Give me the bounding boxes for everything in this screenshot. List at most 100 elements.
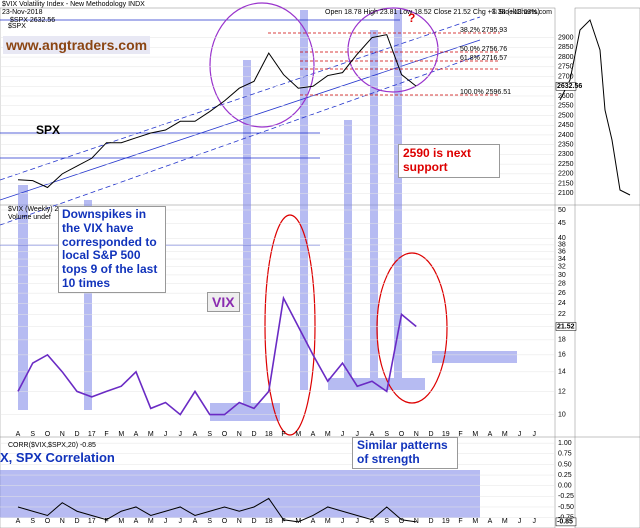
circles: [209, 2, 448, 436]
annotation: Downspikes in the VIX have corresponded …: [58, 206, 166, 293]
series-line: [17, 34, 417, 189]
y-tick-label: 2750: [558, 64, 574, 71]
y-tick-label: 1.00: [558, 440, 572, 447]
x-tick-label: A: [370, 518, 375, 525]
title: $VIX Volatility Index - New Methodology …: [2, 1, 145, 8]
x-tick-label: A: [16, 431, 21, 438]
y-tick-label: 2600: [558, 93, 574, 100]
y-tick-label: -0.50: [558, 504, 574, 511]
x-tick-label: J: [341, 431, 345, 438]
x-tick-label: O: [45, 518, 51, 525]
side-decoration: [559, 19, 631, 196]
x-tick-label: D: [74, 431, 79, 438]
y-tick-label: 2550: [558, 103, 574, 110]
x-tick-label: J: [533, 518, 537, 525]
y-tick-label: 38: [558, 242, 566, 249]
annotation: X, SPX Correlation: [0, 450, 115, 465]
fib-label: 38.2% 2795.93: [460, 27, 507, 34]
x-tick-label: M: [472, 431, 478, 438]
last-value-box: [555, 517, 577, 527]
y-tick-label: 18: [558, 337, 566, 344]
y-tick-label: 22: [558, 311, 566, 318]
y-tick-label: 2700: [558, 73, 574, 80]
x-tick-label: O: [399, 431, 405, 438]
annotation: 2590 is next support: [398, 144, 500, 178]
x-tick-label: F: [458, 518, 462, 525]
ohlc: Open 18.78 High 23.81 Low 18.52 Close 21…: [325, 9, 540, 16]
y-tick-label: 0.00: [558, 483, 572, 490]
x-tick-label: D: [428, 518, 433, 525]
x-tick-label: A: [134, 518, 139, 525]
series-name: $VIX (Weekly) 21.52: [8, 206, 72, 213]
x-tick-label: S: [30, 431, 35, 438]
annotation: SPX: [36, 123, 61, 137]
x-tick-label: N: [414, 518, 419, 525]
series-line: [17, 497, 417, 523]
x-tick-label: 18: [265, 518, 273, 525]
x-tick-label: O: [222, 518, 228, 525]
x-tick-label: J: [518, 518, 522, 525]
x-tick-label: N: [414, 431, 419, 438]
x-tick-label: S: [207, 518, 212, 525]
y-tick-label: 2850: [558, 44, 574, 51]
copyright: © StockCharts.com: [492, 8, 553, 16]
x-tick-label: D: [251, 431, 256, 438]
y-tick-label: 2250: [558, 161, 574, 168]
x-tick-label: J: [341, 518, 345, 525]
x-tick-label: N: [60, 431, 65, 438]
x-tick-label: N: [237, 431, 242, 438]
y-tick-label: 10: [558, 411, 566, 418]
annotation: VIX: [207, 292, 240, 313]
y-tick-label: 0.75: [558, 451, 572, 458]
y-tick-label: 24: [558, 300, 566, 307]
fib-label: 100.0% 2596.51: [460, 89, 511, 96]
side-panel: [574, 7, 640, 528]
last-value: -0.85: [557, 519, 573, 526]
y-tick-label: 36: [558, 249, 566, 256]
volume-label: Volume undef: [8, 214, 51, 221]
x-tick-label: J: [164, 431, 168, 438]
x-tick-label: A: [193, 431, 198, 438]
x-tick-label: S: [30, 518, 35, 525]
x-tick-label: A: [488, 518, 493, 525]
date: 23-Nov-2018: [2, 9, 43, 16]
x-tick-label: J: [179, 518, 183, 525]
y-tick-label: -0.25: [558, 493, 574, 500]
x-tick-label: 17: [88, 518, 96, 525]
y-tick-label: 2800: [558, 54, 574, 61]
y-tick-label: 2400: [558, 132, 574, 139]
y-tick-label: 2500: [558, 112, 574, 119]
x-tick-label: M: [472, 518, 478, 525]
y-tick-label: 2450: [558, 122, 574, 129]
x-tick-label: D: [251, 518, 256, 525]
x-tick-label: F: [281, 431, 285, 438]
x-tick-label: M: [118, 518, 124, 525]
series-name: CORR($VIX,$SPX,20) -0.85: [8, 442, 96, 449]
x-tick-label: D: [74, 518, 79, 525]
annotation: ?: [408, 11, 416, 25]
y-tick-label: 2150: [558, 180, 574, 187]
fib-lines: [268, 32, 500, 96]
y-tick-label: 34: [558, 256, 566, 263]
y-tick-label: 14: [558, 369, 566, 376]
x-tick-label: M: [325, 518, 331, 525]
y-tick-label: 16: [558, 352, 566, 359]
x-tick-label: M: [118, 431, 124, 438]
spx-label: $SPX 2632.56: [10, 17, 55, 24]
x-tick-label: J: [356, 431, 360, 438]
x-tick-label: M: [148, 431, 154, 438]
x-tick-label: A: [16, 518, 21, 525]
x-tick-label: A: [311, 518, 316, 525]
x-tick-label: A: [311, 431, 316, 438]
y-tick-label: 2900: [558, 34, 574, 41]
x-tick-label: N: [60, 518, 65, 525]
x-tick-label: A: [488, 431, 493, 438]
x-tick-label: F: [458, 431, 462, 438]
x-tick-label: M: [502, 431, 508, 438]
last-value-box: [555, 81, 577, 91]
last-value: 2632.56: [557, 83, 582, 90]
x-tick-label: M: [295, 431, 301, 438]
y-tick-label: 2300: [558, 151, 574, 158]
x-tick-label: A: [134, 431, 139, 438]
